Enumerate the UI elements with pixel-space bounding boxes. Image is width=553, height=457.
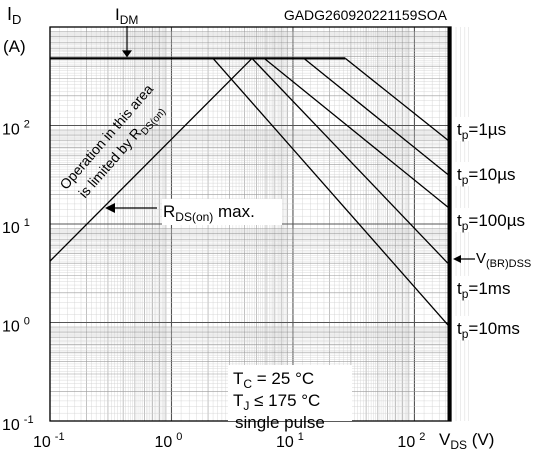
series-label-1: tp=1µs xyxy=(457,120,506,142)
y-axis-unit: (A) xyxy=(3,37,26,56)
bv-arrow-head xyxy=(453,255,461,263)
series-label-2: tp=10µs xyxy=(457,165,516,187)
soa-curve-3 xyxy=(263,57,452,211)
condition-tc: TC = 25 °C xyxy=(233,369,314,391)
breakdown-label: V(BR)DSS xyxy=(476,250,531,270)
soa-curve-2 xyxy=(303,57,452,178)
y-tick-label-2: 10 0 xyxy=(2,316,30,336)
x-axis-title: VDS (V) xyxy=(439,430,494,452)
idm-label: IDM xyxy=(115,5,138,27)
idm-label-bg xyxy=(114,4,148,24)
x-tick-label-1: 10 -1 xyxy=(33,431,65,451)
rds-arrow-head xyxy=(105,203,115,213)
grid-lines xyxy=(49,26,469,422)
x-tick-label-2: 10 0 xyxy=(154,431,182,451)
chart-code: GADG260920221159SOA xyxy=(284,7,448,23)
curves xyxy=(49,27,452,421)
x-tick-label-4: 10 2 xyxy=(397,431,425,451)
series-label-bg-1 xyxy=(455,117,551,141)
condition-pulse: single pulse xyxy=(235,413,325,432)
y-tick-label-4: 10 2 xyxy=(2,119,30,139)
series-label-bg-4 xyxy=(455,276,551,300)
conditions-bg xyxy=(228,365,352,421)
soa-curve-1 xyxy=(344,57,452,144)
rds-label-bg xyxy=(162,199,282,225)
series-label-bg-5 xyxy=(455,316,551,340)
chart-code-bg xyxy=(264,6,449,24)
idm-arrow-head xyxy=(122,50,132,58)
y-tick-label-3: 10 1 xyxy=(2,217,30,237)
y-axis-title: ID xyxy=(7,4,21,27)
soa-curve-4 xyxy=(251,57,452,267)
x-tick-label-3: 10 1 xyxy=(276,431,304,451)
y-tick-label-1: 10 -1 xyxy=(2,414,34,434)
condition-tj: TJ ≤ 175 °C xyxy=(233,391,320,413)
series-label-bg-3 xyxy=(455,208,551,232)
rds-on-label: RDS(on) max. xyxy=(163,202,255,224)
series-label-bg-2 xyxy=(455,162,551,186)
soa-curve-5 xyxy=(212,57,452,329)
series-label-5: tp=10ms xyxy=(457,319,520,341)
series-label-4: tp=1ms xyxy=(457,279,510,301)
series-label-3: tp=100µs xyxy=(457,211,525,233)
labels: 10 -1 10 0 10 1 10 2 10 -1 10 0 10 1 10 2 ID (A) VDS (V) GA… xyxy=(2,4,551,452)
rds-on-limit-line xyxy=(49,57,253,262)
